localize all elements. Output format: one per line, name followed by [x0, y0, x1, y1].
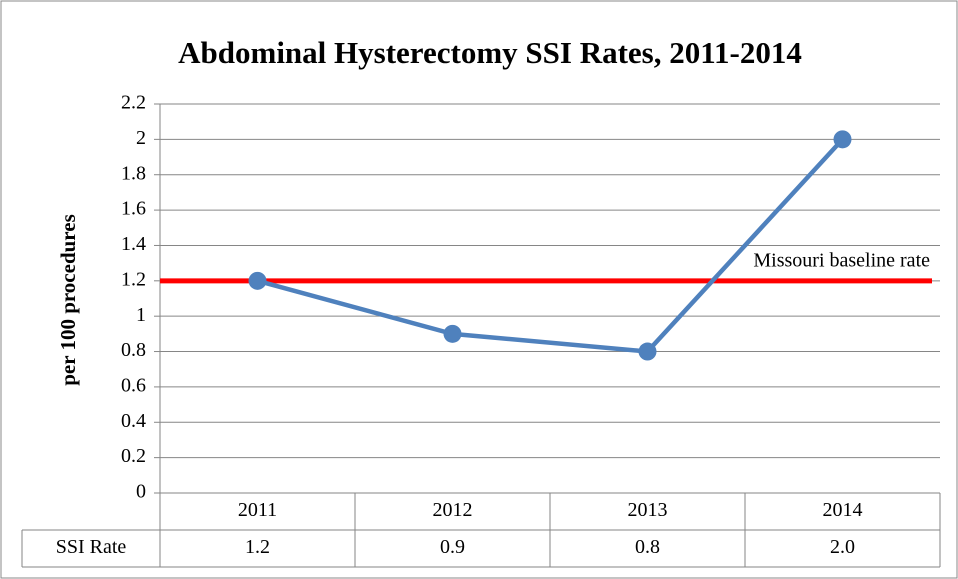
y-tick-label: 1: [136, 304, 146, 326]
table-row-label: SSI Rate: [56, 536, 127, 558]
y-tick-label: 1.6: [121, 198, 146, 220]
data-point: [248, 271, 267, 290]
y-tick-label: 0.8: [121, 339, 146, 361]
table-value: 0.8: [635, 536, 660, 558]
y-tick-label: 1.8: [121, 162, 146, 184]
table-value: 2.0: [830, 536, 855, 558]
y-tick-label: 2: [136, 127, 146, 149]
table-value: 1.2: [245, 536, 270, 558]
y-tick-label: 0: [136, 481, 146, 503]
table-value: 0.9: [440, 536, 465, 558]
y-tick-label: 0.4: [121, 410, 146, 432]
y-tick-label: 0.2: [121, 445, 146, 467]
data-point: [833, 130, 852, 149]
y-tick-label: 2.2: [121, 92, 146, 114]
data-point: [638, 342, 657, 361]
x-tick-label: 2011: [238, 499, 277, 521]
y-tick-label: 0.6: [121, 375, 146, 397]
y-tick-label: 1.4: [121, 233, 146, 255]
x-tick-label: 2013: [628, 499, 668, 521]
series-line: [256, 137, 845, 354]
baseline-label: Missouri baseline rate: [753, 249, 930, 271]
x-tick-label: 2014: [823, 499, 863, 521]
data-point: [443, 324, 462, 343]
x-tick-label: 2012: [433, 499, 473, 521]
y-tick-label: 1.2: [121, 268, 146, 290]
chart-title: Abdominal Hysterectomy SSI Rates, 2011-2…: [178, 35, 802, 70]
y-axis-label: per 100 procedures: [56, 214, 80, 386]
